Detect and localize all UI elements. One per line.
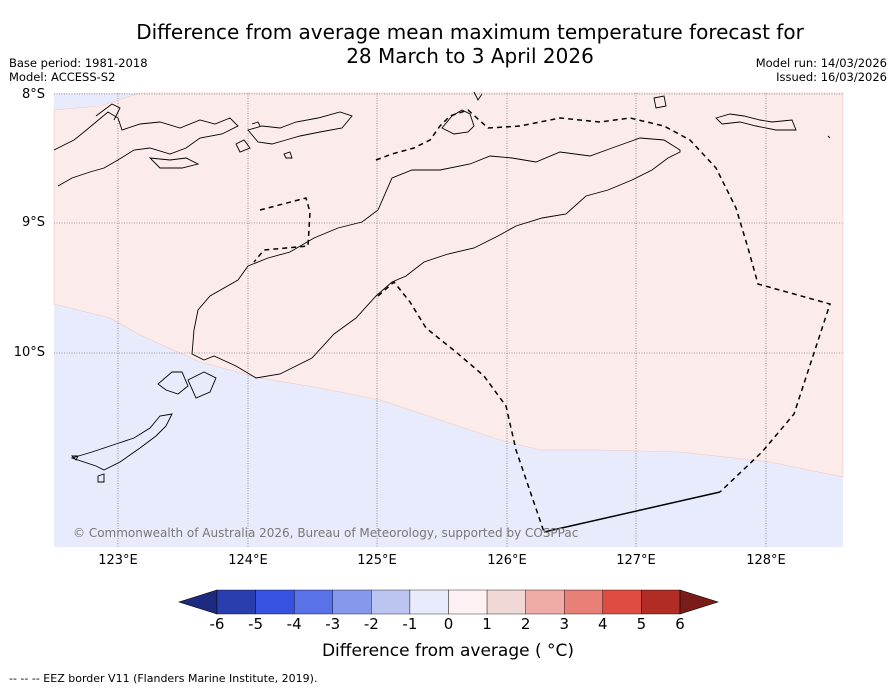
colorbar-tick-label: -3 xyxy=(325,615,341,633)
colorbar-swatch xyxy=(448,589,488,615)
colorbar-swatch xyxy=(602,589,642,615)
meta-left: Base period: 1981-2018 Model: ACCESS-S2 xyxy=(9,56,148,84)
title-line-2: 28 March to 3 April 2026 xyxy=(346,44,594,68)
colorbar-tick-label: 0 xyxy=(443,615,454,633)
colorbar-swatch xyxy=(293,589,333,615)
colorbar-swatch xyxy=(525,589,565,615)
colorbar-swatch xyxy=(332,589,372,615)
colorbar-tick-label: -6 xyxy=(209,615,225,633)
colorbar-tick-label: 5 xyxy=(636,615,647,633)
colorbar-swatch xyxy=(409,589,449,615)
colorbar-tick-label: -4 xyxy=(286,615,302,633)
colorbar-swatch xyxy=(255,589,295,615)
lat-label-8s: 8°S xyxy=(21,87,45,102)
colorbar-tick-label: -5 xyxy=(248,615,264,633)
lon-label-126e: 126°E xyxy=(487,553,527,568)
colorbar-extend-low xyxy=(178,589,218,615)
eez-border xyxy=(253,109,831,533)
colorbar-swatch xyxy=(371,589,411,615)
map-title: Difference from average mean maximum tem… xyxy=(0,20,896,68)
colorbar-tick-label: -1 xyxy=(402,615,418,633)
issued-text: Issued: 16/03/2026 xyxy=(776,70,887,84)
colorbar-label: Difference from average ( °C) xyxy=(321,641,575,661)
model-run-text: Model run: 14/03/2026 xyxy=(755,56,887,70)
colorbar-tick-label: 6 xyxy=(675,615,685,633)
lon-label-125e: 125°E xyxy=(357,553,397,568)
title-line-1: Difference from average mean maximum tem… xyxy=(136,20,804,44)
colorbar-tick-label: 1 xyxy=(482,615,492,633)
colorbar-tick-label: -2 xyxy=(363,615,379,633)
colorbar-swatch xyxy=(564,589,604,615)
lon-label-127e: 127°E xyxy=(616,553,656,568)
colorbar-tick-label: 2 xyxy=(520,615,531,633)
meta-right: Model run: 14/03/2026 Issued: 16/03/2026 xyxy=(756,56,887,84)
lat-label-10s: 10°S xyxy=(13,345,45,360)
colorbar-swatch xyxy=(216,589,256,615)
eez-border-solid xyxy=(543,491,721,533)
colorbar xyxy=(178,589,719,615)
colorbar-swatch xyxy=(641,589,681,615)
gridlines xyxy=(54,93,843,547)
colorbar-swatch xyxy=(486,589,526,615)
base-period-text: Base period: 1981-2018 xyxy=(9,56,148,70)
model-text: Model: ACCESS-S2 xyxy=(9,70,116,84)
warm-anomaly-region xyxy=(53,92,844,478)
lon-label-128e: 128°E xyxy=(746,553,786,568)
lon-label-124e: 124°E xyxy=(228,553,268,568)
colorbar-tick-label: 4 xyxy=(598,615,608,633)
lon-label-123e: 123°E xyxy=(98,553,138,568)
colorbar-tick-label: 3 xyxy=(559,615,570,633)
copyright-text: © Commonwealth of Australia 2026, Bureau… xyxy=(73,526,579,540)
lat-label-9s: 9°S xyxy=(21,215,45,230)
footer-legend: -- -- -- EEZ border V11 (Flanders Marine… xyxy=(9,672,318,685)
colorbar-extend-high xyxy=(679,589,719,615)
